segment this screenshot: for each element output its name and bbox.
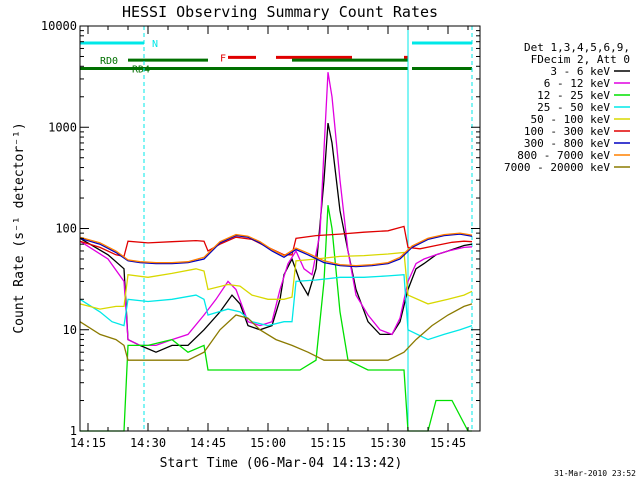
flag-label: N bbox=[152, 39, 158, 50]
legend-entry-label: 50 - 100 keV bbox=[531, 113, 611, 126]
flag-label: F bbox=[220, 53, 226, 64]
y-tick-label: 1 bbox=[70, 424, 77, 438]
legend-entry-label: 25 - 50 keV bbox=[537, 101, 610, 114]
x-tick-label: 15:15 bbox=[310, 436, 346, 450]
timestamp-footer: 31-Mar-2010 23:52 bbox=[554, 469, 636, 478]
series-line bbox=[79, 303, 473, 361]
series-line bbox=[79, 233, 473, 268]
y-tick-label: 10 bbox=[63, 323, 77, 337]
x-tick-label: 15:30 bbox=[370, 436, 406, 450]
chart-title: HESSI Observing Summary Count Rates bbox=[122, 3, 438, 21]
x-tick-label: 15:45 bbox=[430, 436, 466, 450]
x-tick-label: 14:45 bbox=[190, 436, 226, 450]
series-line bbox=[79, 232, 473, 267]
y-tick-label: 1000 bbox=[48, 120, 77, 134]
flag-label: RD0 bbox=[100, 56, 118, 67]
x-tick-label: 15:00 bbox=[250, 436, 286, 450]
x-tick-label: 14:15 bbox=[70, 436, 106, 450]
legend-header: FDecim 2, Att 0 bbox=[531, 53, 630, 66]
legend-entry-label: 100 - 300 keV bbox=[524, 125, 610, 138]
legend-entry-label: 800 - 7000 keV bbox=[517, 149, 610, 162]
legend-entry-label: 6 - 12 keV bbox=[544, 77, 611, 90]
y-tick-label: 100 bbox=[55, 222, 77, 236]
legend-entry-label: 7000 - 20000 keV bbox=[504, 161, 610, 174]
y-tick-label: 10000 bbox=[41, 19, 77, 33]
x-axis-label: Start Time (06-Mar-04 14:13:42) bbox=[160, 456, 403, 471]
legend-entry-label: 3 - 6 keV bbox=[550, 65, 610, 78]
x-tick-label: 14:30 bbox=[130, 436, 166, 450]
legend-entry-label: 12 - 25 keV bbox=[537, 89, 610, 102]
legend: Det 1,3,4,5,6,9,FDecim 2, Att 03 - 6 keV… bbox=[504, 41, 630, 174]
flag-label: RD4 bbox=[132, 65, 150, 76]
y-axis-label: Count Rate (s⁻¹ detector⁻¹) bbox=[12, 122, 27, 333]
series-line bbox=[79, 274, 473, 341]
legend-header: Det 1,3,4,5,6,9, bbox=[524, 41, 630, 54]
series-line bbox=[79, 251, 473, 310]
series-line bbox=[79, 122, 473, 353]
legend-entry-label: 300 - 800 keV bbox=[524, 137, 610, 150]
